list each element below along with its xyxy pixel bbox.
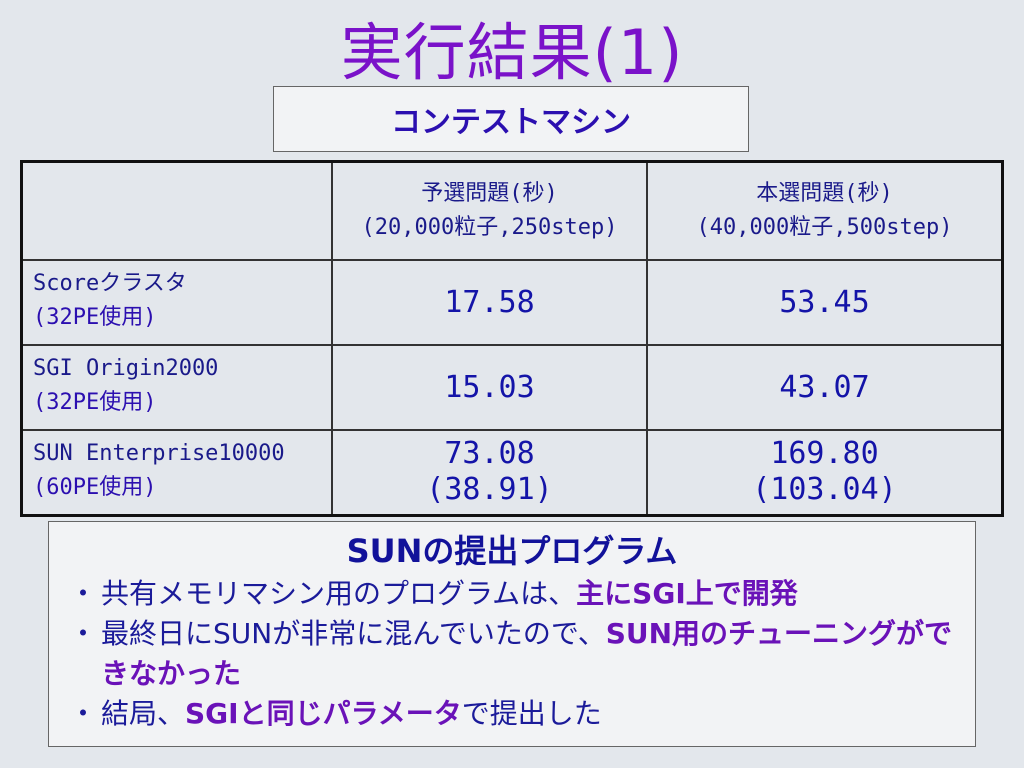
note-text: 共有メモリマシン用のプログラムは、 xyxy=(101,577,577,610)
header-final-detail: (40,000粒子,500step) xyxy=(696,215,953,240)
subtitle-box: コンテストマシン xyxy=(273,86,749,152)
bullet-marker: ・ xyxy=(69,617,98,650)
machine-pe: (32PE使用) xyxy=(33,390,157,415)
final-value-cell: 169.80 (103.04) xyxy=(646,429,1004,516)
subtitle-text: コンテストマシン xyxy=(391,105,631,140)
note-after: で提出した xyxy=(461,697,602,730)
note-text: 結局、 xyxy=(101,697,186,730)
final-value: 53.45 xyxy=(779,284,870,320)
bullet-marker: ・ xyxy=(69,697,98,730)
machine-name: SGI Origin2000 xyxy=(33,356,219,381)
machine-cell: Scoreクラスタ (32PE使用) xyxy=(20,259,333,346)
note-item: ・ 共有メモリマシン用のプログラムは、主にSGI上で開発 xyxy=(63,574,961,614)
header-final-title: 本選問題(秒) xyxy=(756,181,893,206)
machine-name: Scoreクラスタ xyxy=(33,271,187,296)
table-row: Scoreクラスタ (32PE使用) 17.58 53.45 xyxy=(20,259,1004,346)
header-prelim: 予選問題(秒) (20,000粒子,250step) xyxy=(331,160,648,261)
prelim-value-cell: 15.03 xyxy=(331,344,648,431)
slide-title: 実行結果(1) xyxy=(340,16,684,89)
note-item: ・ 結局、SGIと同じパラメータで提出した xyxy=(63,694,961,734)
prelim-value: 17.58 xyxy=(444,284,535,320)
note-highlight: 主にSGI上で開発 xyxy=(576,577,798,610)
final-value: 169.80 xyxy=(770,436,879,472)
final-value-sub: (103.04) xyxy=(752,472,897,508)
prelim-value-sub: (38.91) xyxy=(426,472,553,508)
results-table: 予選問題(秒) (20,000粒子,250step) 本選問題(秒) (40,0… xyxy=(20,160,1004,517)
prelim-value-cell: 17.58 xyxy=(331,259,648,346)
notes-box: SUNの提出プログラム ・ 共有メモリマシン用のプログラムは、主にSGI上で開発… xyxy=(48,521,976,747)
machine-cell: SUN Enterprise10000 (60PE使用) xyxy=(20,429,333,516)
note-text: 最終日にSUNが非常に混んでいたので、 xyxy=(101,617,606,650)
table-row: SGI Origin2000 (32PE使用) 15.03 43.07 xyxy=(20,344,1004,431)
prelim-value: 15.03 xyxy=(444,369,535,405)
header-final: 本選問題(秒) (40,000粒子,500step) xyxy=(646,160,1004,261)
machine-pe: (60PE使用) xyxy=(33,475,157,500)
final-value-cell: 43.07 xyxy=(646,344,1004,431)
note-highlight: SUN用のチューニングができなかった xyxy=(101,617,953,690)
table-header-row: 予選問題(秒) (20,000粒子,250step) 本選問題(秒) (40,0… xyxy=(20,160,1004,261)
note-highlight: SGIと同じパラメータ xyxy=(185,697,462,730)
header-empty-cell xyxy=(20,160,333,261)
table-row: SUN Enterprise10000 (60PE使用) 73.08 (38.9… xyxy=(20,429,1004,516)
header-prelim-detail: (20,000粒子,250step) xyxy=(361,215,618,240)
note-item: ・ 最終日にSUNが非常に混んでいたので、SUN用のチューニングができなかった xyxy=(63,614,961,694)
header-prelim-title: 予選問題(秒) xyxy=(421,181,558,206)
machine-pe: (32PE使用) xyxy=(33,305,157,330)
machine-name: SUN Enterprise10000 xyxy=(33,441,285,466)
machine-cell: SGI Origin2000 (32PE使用) xyxy=(20,344,333,431)
prelim-value-cell: 73.08 (38.91) xyxy=(331,429,648,516)
final-value: 43.07 xyxy=(779,369,870,405)
prelim-value: 73.08 xyxy=(444,436,535,472)
bullet-marker: ・ xyxy=(69,577,98,610)
final-value-cell: 53.45 xyxy=(646,259,1004,346)
notes-title: SUNの提出プログラム xyxy=(346,532,678,570)
